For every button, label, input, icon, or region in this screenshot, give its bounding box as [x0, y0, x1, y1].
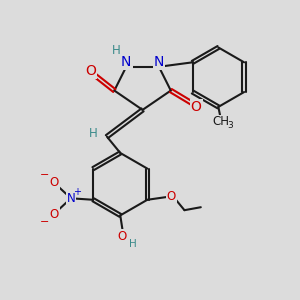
Text: H: H: [111, 44, 120, 57]
Text: −: −: [40, 169, 49, 179]
Text: N: N: [121, 55, 131, 69]
Text: O: O: [167, 190, 176, 203]
Text: O: O: [85, 64, 96, 78]
Text: 3: 3: [227, 121, 233, 130]
Text: CH: CH: [213, 115, 230, 128]
Text: +: +: [73, 188, 81, 197]
Text: H: H: [129, 239, 136, 249]
Text: O: O: [50, 208, 58, 220]
Text: N: N: [154, 55, 164, 69]
Text: O: O: [190, 100, 202, 114]
Text: N: N: [67, 192, 75, 205]
Text: O: O: [50, 176, 58, 189]
Text: −: −: [40, 217, 49, 227]
Text: H: H: [89, 127, 98, 140]
Text: O: O: [117, 230, 126, 243]
